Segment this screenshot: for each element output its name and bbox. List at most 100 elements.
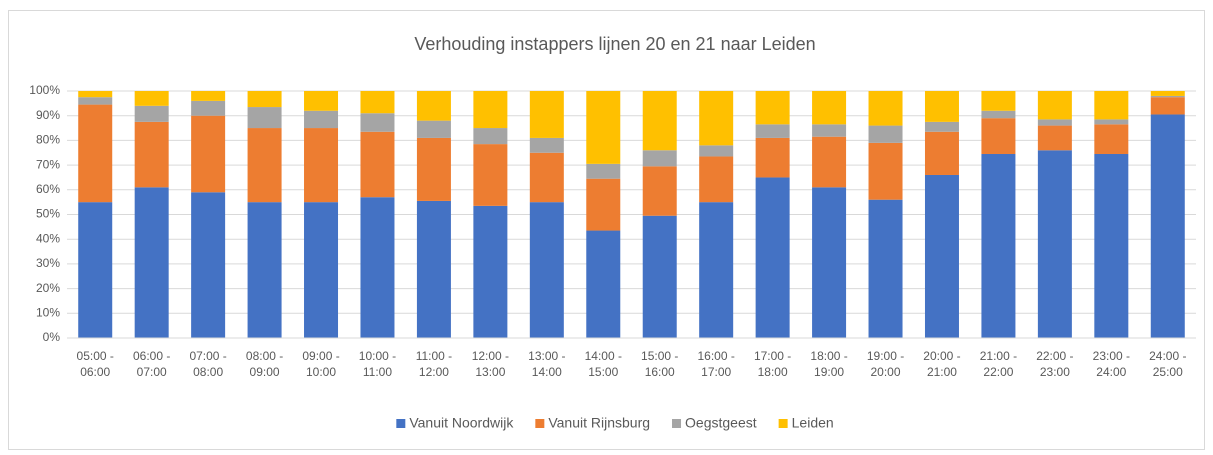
bar-segment [812,91,847,125]
bar-segment [416,137,451,201]
legend-swatch [535,419,545,428]
bar-segment [1037,150,1072,338]
x-tick-label: 21:00 - 22:00 [980,349,1017,379]
bar-segment [699,202,734,338]
bar-segment [755,177,790,338]
x-tick-line: 14:00 [532,365,562,379]
x-tick-line: 20:00 - [923,349,960,363]
x-tick-line: 09:00 - [302,349,339,363]
legend: Vanuit Noordwijk Vanuit Rijnsburg Oegstgee… [396,415,834,431]
y-tick-label: 20% [36,281,60,295]
bar-segment [191,115,226,193]
y-tick-label: 50% [36,207,60,221]
x-tick-line: 16:00 - [697,349,734,363]
x-tick-label: 16:00 - 17:00 [697,349,734,379]
bar-segment [868,91,903,126]
x-tick-line: 14:00 - [585,349,622,363]
bar-segment [78,202,113,338]
x-tick-label: 22:00 - 23:00 [1036,349,1073,379]
x-tick-line: 15:00 - [641,349,678,363]
bar-segment [586,91,621,164]
bar-segment [924,91,959,122]
x-tick-line: 19:00 [814,365,844,379]
bar-segment [1094,119,1129,125]
bar-segment [529,91,564,138]
bar-segment [1150,97,1185,115]
bar-segment [247,202,282,338]
bar-segment [134,187,169,338]
bar-segment [1150,114,1185,338]
x-tick-label: 05:00 - 06:00 [77,349,114,379]
x-tick-line: 21:00 [927,365,957,379]
x-tick-line: 06:00 [80,365,110,379]
x-tick-line: 25:00 [1153,365,1183,379]
bar-segment [304,91,339,111]
bar-segment [981,153,1016,338]
bar-segment [134,105,169,122]
legend-label: Leiden [792,415,834,431]
x-tick-line: 19:00 - [867,349,904,363]
bar-segment [868,142,903,200]
x-tick-label: 20:00 - 21:00 [923,349,960,379]
bar-segment [529,137,564,153]
x-tick-line: 21:00 - [980,349,1017,363]
bar-segment [1094,153,1129,338]
legend-swatch [396,419,406,428]
x-tick-label: 24:00 - 25:00 [1149,349,1186,379]
x-tick-label: 19:00 - 20:00 [867,349,904,379]
bar-segment [755,124,790,138]
bar-segment [699,91,734,146]
x-tick-line: 15:00 [588,365,618,379]
bar-segment [1150,95,1185,98]
x-tick-label: 13:00 - 14:00 [528,349,565,379]
x-tick-line: 10:00 [306,365,336,379]
bar-segment [304,128,339,203]
bar-segment [868,125,903,143]
x-tick-line: 23:00 [1040,365,1070,379]
x-tick-label: 14:00 - 15:00 [585,349,622,379]
bar-segment [1037,125,1072,151]
x-tick-line: 07:00 [137,365,167,379]
x-tick-label: 18:00 - 19:00 [810,349,847,379]
bar-segment [812,136,847,188]
bar-segment [586,163,621,179]
bar-segment [924,121,959,132]
x-tick-line: 10:00 - [359,349,396,363]
bar-segment [868,199,903,338]
bar-segment [981,91,1016,111]
bar-segment [78,91,113,98]
y-tick-label: 0% [43,330,61,344]
x-tick-label: 10:00 - 11:00 [359,349,396,379]
bar-segment [642,91,677,151]
bar-segment [247,107,282,129]
bar-segment [191,91,226,101]
x-tick-line: 18:00 - [810,349,847,363]
bar-segment [699,145,734,157]
x-tick-line: 12:00 - [472,349,509,363]
y-tick-label: 100% [29,83,60,97]
x-tick-line: 18:00 [758,365,788,379]
x-tick-line: 16:00 [645,365,675,379]
x-tick-line: 23:00 - [1093,349,1130,363]
bar-segment [529,202,564,338]
bar-segment [981,110,1016,119]
bar-segment [642,150,677,167]
bar-segment [416,200,451,338]
bar-segment [360,113,395,132]
bar-segment [1037,119,1072,126]
bar-segment [473,205,508,338]
x-tick-line: 22:00 - [1036,349,1073,363]
x-tick-line: 24:00 [1096,365,1126,379]
bar-segment [1094,124,1129,154]
bar-segment [699,156,734,203]
y-tick-label: 90% [36,108,60,122]
bar-segment [1037,91,1072,120]
bar-segment [1150,91,1185,96]
x-tick-label: 15:00 - 16:00 [641,349,678,379]
legend-label: Oegstgeest [685,415,757,431]
legend-swatch [778,419,788,428]
bar-segment [1094,91,1129,120]
x-tick-line: 12:00 [419,365,449,379]
x-tick-line: 20:00 [871,365,901,379]
